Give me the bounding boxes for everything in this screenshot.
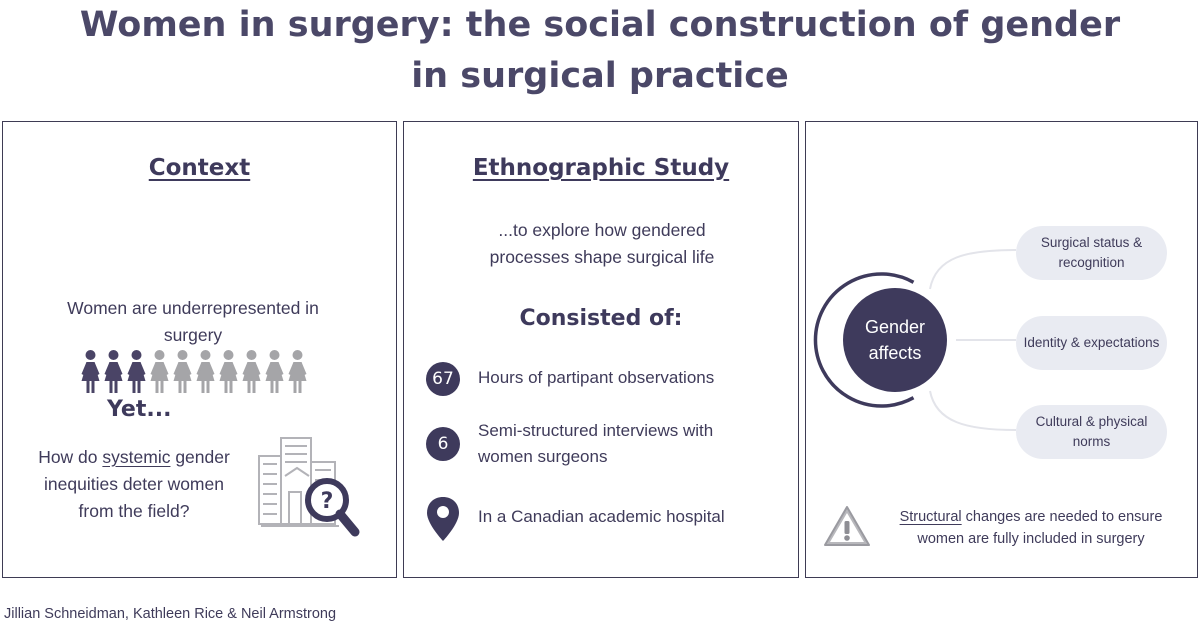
observation-hours-text: Hours of partipant observations (478, 368, 715, 387)
person-icon (150, 350, 169, 393)
study-panel: Ethnographic Study ...to explore how gen… (403, 121, 799, 578)
person-icon (288, 350, 307, 393)
interviews-text: Semi-structured interviews with women su… (478, 421, 714, 466)
person-icon (104, 350, 123, 393)
consisted-of-heading: Consisted of: (519, 306, 683, 331)
finding-pill-identity: Identity & expectations (1016, 316, 1167, 370)
person-icon (219, 350, 238, 393)
person-icon (81, 350, 100, 393)
hospital-text: In a Canadian academic hospital (478, 507, 725, 526)
structural-change-conclusion: Structural changes are needed to ensure … (899, 509, 1163, 547)
findings-connectors (813, 249, 1017, 431)
authors-credit: Jillian Schneidman, Kathleen Rice & Neil… (4, 606, 337, 622)
person-icon (173, 350, 192, 393)
person-icon (196, 350, 215, 393)
building-magnifier-question-icon: ? (258, 437, 360, 537)
page-title: Women in surgery: the social constructio… (79, 5, 1121, 96)
context-panel: Context Women are underrepresented in su… (2, 121, 397, 578)
gender-affects-circle: Gender affects (843, 288, 947, 392)
warning-icon (824, 506, 870, 546)
person-icon (265, 350, 284, 393)
person-icon (127, 350, 146, 393)
yet-label: Yet... (107, 397, 172, 422)
finding-pill-norms: Cultural & physical norms (1016, 405, 1167, 459)
context-heading: Context (148, 155, 251, 181)
location-pin-icon (427, 497, 459, 541)
observation-hours-badge: 67 (426, 362, 460, 396)
findings-panel: Gender affects Surgical status & recogni… (805, 121, 1198, 578)
svg-text:?: ? (321, 489, 334, 514)
systemic-question: How do systemic gender inequities deter … (38, 447, 230, 521)
interviews-badge: 6 (426, 427, 460, 461)
study-heading: Ethnographic Study (472, 155, 730, 181)
underrepresented-statement: Women are underrepresented in surgery (67, 298, 319, 345)
people-icons-row (81, 350, 307, 393)
study-purpose: ...to explore how gendered processes sha… (489, 220, 715, 267)
person-icon (242, 350, 261, 393)
finding-pill-status: Surgical status & recognition (1016, 226, 1167, 280)
